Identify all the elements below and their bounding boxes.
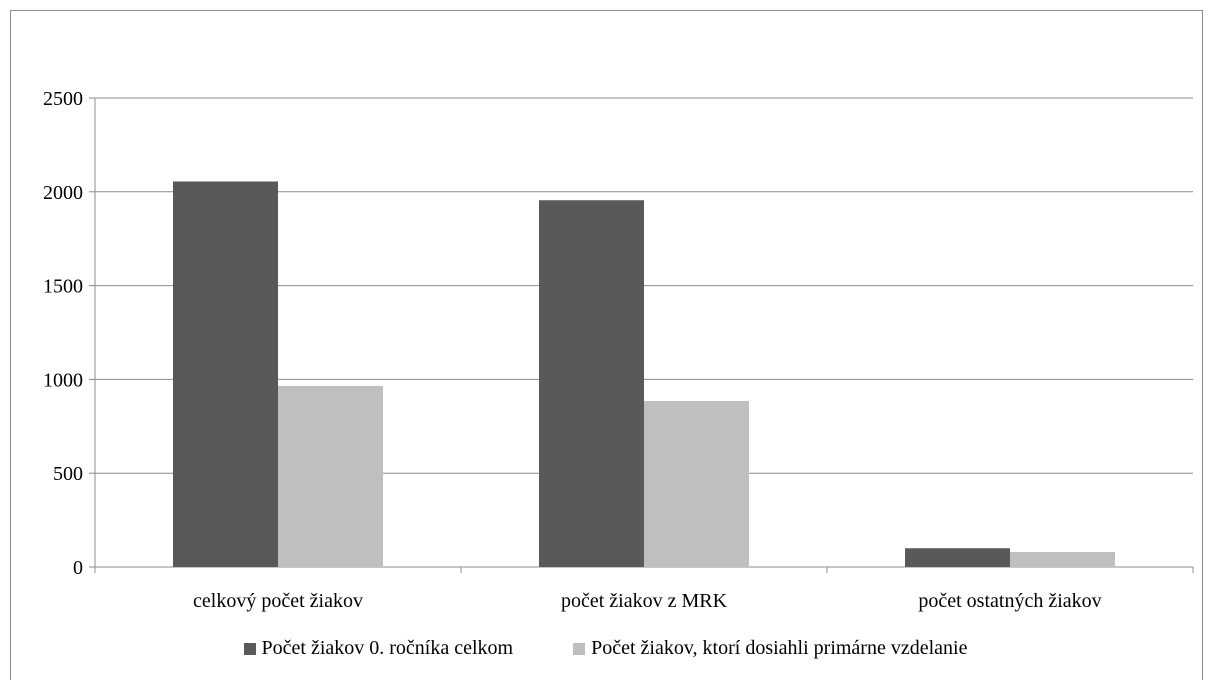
bar-series1-cat1 bbox=[173, 181, 278, 567]
y-tick-label-1500: 1500 bbox=[43, 276, 83, 298]
bar-series2-cat2 bbox=[644, 400, 749, 567]
bar-series1-cat3 bbox=[905, 548, 1010, 567]
bar-series2-cat1 bbox=[278, 385, 383, 567]
x-tick-label-3: počet ostatných žiakov bbox=[918, 590, 1101, 612]
legend: Počet žiakov 0. ročníka celkom Počet žia… bbox=[0, 637, 1211, 660]
legend-item-series-2: Počet žiakov, ktorí dosiahli primárne vz… bbox=[573, 637, 967, 660]
chart-frame bbox=[10, 10, 1203, 680]
legend-item-series-1: Počet žiakov 0. ročníka celkom bbox=[243, 637, 514, 660]
y-tick-label-2500: 2500 bbox=[43, 88, 83, 110]
y-tick-label-1000: 1000 bbox=[43, 369, 83, 391]
x-tick-label-2: počet žiakov z MRK bbox=[561, 590, 728, 612]
y-tick-label-2000: 2000 bbox=[43, 182, 83, 204]
y-tick-label-500: 500 bbox=[53, 463, 83, 485]
bar-series1-cat2 bbox=[539, 200, 644, 567]
legend-swatch-series-2 bbox=[573, 642, 586, 655]
legend-label-series-1: Počet žiakov 0. ročníka celkom bbox=[261, 637, 514, 659]
legend-label-series-2: Počet žiakov, ktorí dosiahli primárne vz… bbox=[591, 637, 968, 659]
x-tick-label-1: celkový počet žiakov bbox=[193, 590, 363, 612]
legend-swatch-series-1 bbox=[243, 642, 256, 655]
bar-series2-cat3 bbox=[1010, 551, 1115, 567]
y-tick-label-0: 0 bbox=[73, 557, 83, 579]
